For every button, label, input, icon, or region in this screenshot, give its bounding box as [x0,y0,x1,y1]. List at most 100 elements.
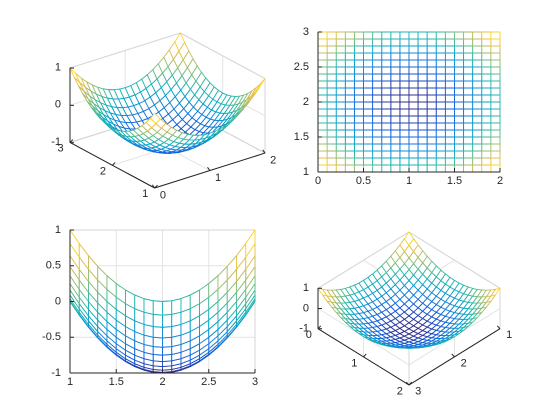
mesh-cell [372,129,383,138]
mesh-cell [245,229,256,258]
mesh-cell [381,66,392,75]
mesh-cell [363,45,374,54]
mesh-cell [490,143,501,152]
mesh-cell [490,45,501,54]
mesh-cell [344,31,355,40]
mesh-cell [381,136,392,145]
y-tick-label: 2 [303,96,309,108]
mesh-cell [481,136,492,145]
mesh-cell [344,45,355,54]
mesh-cell [426,45,437,54]
mesh-cell [444,66,455,75]
mesh-cell [162,346,173,356]
mesh-cell [344,157,355,166]
mesh-cell [363,101,374,110]
mesh-cell [372,108,383,117]
mesh-cell [435,59,446,68]
mesh-cell [353,129,364,138]
mesh-cell [335,94,346,103]
mesh-cell [381,108,392,117]
mesh-cell [417,94,428,103]
mesh-cell [344,122,355,131]
mesh-cell [381,59,392,68]
mesh-cell [444,129,455,138]
mesh-cell [399,157,410,166]
mesh-cell [353,66,364,75]
mesh-cell [390,101,401,110]
mesh-cell [326,150,337,159]
mesh-cell [444,108,455,117]
mesh-cell [481,115,492,124]
mesh-cell [426,129,437,138]
z-tick-label: 1 [55,224,61,236]
mesh-cell [399,66,410,75]
mesh-cell [426,52,437,61]
mesh-cell [490,31,501,40]
mesh-cell [444,136,455,145]
mesh-cell [372,164,383,173]
mesh-cell [435,101,446,110]
mesh-cell [417,52,428,61]
mesh-cell [353,164,364,173]
mesh-cell [152,326,163,339]
mesh-cell [335,108,346,117]
mesh-cell [417,59,428,68]
y-tick-label: 1.5 [294,131,309,143]
mesh-cell [326,66,337,75]
mesh-cell [390,80,401,89]
mesh-cell [372,157,383,166]
mesh-cell [472,136,483,145]
mesh-cell [353,59,364,68]
mesh-cell [390,94,401,103]
mesh-cell [408,45,419,54]
mesh-cell [399,122,410,131]
mesh-cell [426,94,437,103]
mesh-cell [435,164,446,173]
mesh-cell [481,52,492,61]
mesh-cell [472,66,483,75]
z-tick-label: 0 [303,302,309,314]
mesh-cell [426,115,437,124]
mesh-cell [454,164,465,173]
mesh-cell [363,164,374,173]
mesh-cell [372,143,383,152]
mesh-cell [344,115,355,124]
mesh-cell [481,143,492,152]
mesh-cell [417,115,428,124]
mesh-cell [399,129,410,138]
mesh-cell [417,66,428,75]
mesh-cell [344,108,355,117]
mesh-cell [353,157,364,166]
mesh-cell [472,157,483,166]
mesh-cell [363,122,374,131]
mesh-cell [417,108,428,117]
mesh-cell [463,87,474,96]
mesh-cell [363,73,374,82]
mesh-cell [335,101,346,110]
mesh-cell [417,129,428,138]
mesh-cell [335,150,346,159]
mesh-cell [454,87,465,96]
mesh-cell [408,38,419,47]
mesh-cell [417,101,428,110]
mesh-cell [426,31,437,40]
mesh-cell [353,108,364,117]
mesh-cell [472,87,483,96]
mesh-cell [408,143,419,152]
mesh-cell [454,73,465,82]
mesh-cell [481,129,492,138]
tick-mark [262,149,266,154]
mesh-cell [390,59,401,68]
mesh-cell [490,80,501,89]
x-tick-label: 2 [397,385,403,397]
mesh-cell [490,150,501,159]
mesh-cell [317,45,328,54]
mesh-cell [353,101,364,110]
x-tick-label: 0.5 [356,175,371,187]
mesh-cell [372,38,383,47]
tick-mark [363,353,367,358]
mesh-cell [490,157,501,166]
mesh-cell [426,108,437,117]
mesh-cell [363,108,374,117]
mesh-cell [408,101,419,110]
